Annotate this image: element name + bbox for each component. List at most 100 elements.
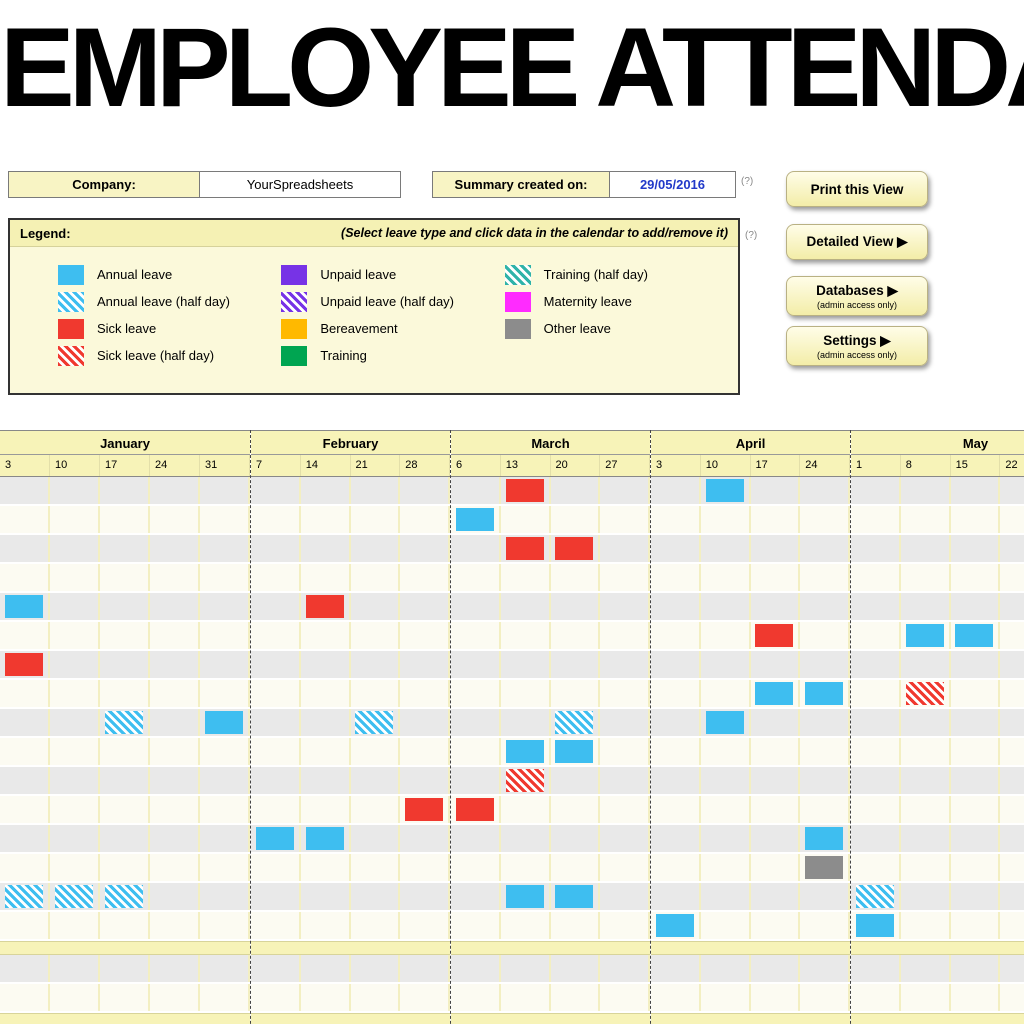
calendar-cell[interactable] xyxy=(100,955,150,982)
calendar-cell[interactable] xyxy=(1000,477,1024,504)
calendar-cell[interactable] xyxy=(651,680,701,707)
calendar-cell[interactable] xyxy=(1000,564,1024,591)
calendar-cell[interactable] xyxy=(251,854,301,881)
calendar-cell[interactable] xyxy=(701,912,751,939)
legend-item-training_half[interactable]: Training (half day) xyxy=(504,261,728,288)
calendar-cell[interactable] xyxy=(301,709,351,736)
calendar-cell[interactable] xyxy=(751,767,801,794)
calendar-cell[interactable] xyxy=(301,854,351,881)
calendar-cell[interactable] xyxy=(301,593,351,620)
calendar-cell[interactable] xyxy=(551,680,601,707)
calendar-cell[interactable] xyxy=(200,709,250,736)
calendar-cell[interactable] xyxy=(851,506,901,533)
calendar-cell[interactable] xyxy=(901,825,951,852)
calendar-cell[interactable] xyxy=(651,796,701,823)
calendar-cell[interactable] xyxy=(351,883,401,910)
calendar-cell[interactable] xyxy=(301,883,351,910)
calendar-cell[interactable] xyxy=(0,738,50,765)
leave-block-sick[interactable] xyxy=(505,479,544,502)
calendar-cell[interactable] xyxy=(701,767,751,794)
calendar-cell[interactable] xyxy=(451,767,501,794)
calendar-cell[interactable] xyxy=(150,709,200,736)
calendar-cell[interactable] xyxy=(100,912,150,939)
calendar-cell[interactable] xyxy=(351,680,401,707)
calendar-cell[interactable] xyxy=(251,912,301,939)
calendar-cell[interactable] xyxy=(451,738,501,765)
calendar-cell[interactable] xyxy=(651,506,701,533)
calendar-cell[interactable] xyxy=(351,767,401,794)
calendar-cell[interactable] xyxy=(551,535,601,562)
calendar-cell[interactable] xyxy=(851,912,901,939)
calendar-cell[interactable] xyxy=(701,796,751,823)
calendar-cell[interactable] xyxy=(651,912,701,939)
calendar-cell[interactable] xyxy=(0,535,50,562)
calendar-cell[interactable] xyxy=(301,535,351,562)
calendar-cell[interactable] xyxy=(701,955,751,982)
calendar-cell[interactable] xyxy=(400,709,450,736)
calendar-cell[interactable] xyxy=(150,767,200,794)
calendar-cell[interactable] xyxy=(400,593,450,620)
calendar-cell[interactable] xyxy=(701,825,751,852)
calendar-cell[interactable] xyxy=(851,984,901,1011)
legend-item-annual_half[interactable]: Annual leave (half day) xyxy=(58,288,281,315)
calendar-cell[interactable] xyxy=(1000,854,1024,881)
legend-item-annual[interactable]: Annual leave xyxy=(58,261,281,288)
calendar-cell[interactable] xyxy=(800,825,850,852)
calendar-cell[interactable] xyxy=(0,955,50,982)
calendar-cell[interactable] xyxy=(251,825,301,852)
calendar-cell[interactable] xyxy=(1000,984,1024,1011)
calendar-cell[interactable] xyxy=(551,796,601,823)
calendar-cell[interactable] xyxy=(150,984,200,1011)
calendar-cell[interactable] xyxy=(951,593,1001,620)
leave-block-annual[interactable] xyxy=(705,479,744,502)
calendar-cell[interactable] xyxy=(951,854,1001,881)
calendar-cell[interactable] xyxy=(501,767,551,794)
calendar-cell[interactable] xyxy=(851,535,901,562)
calendar-cell[interactable] xyxy=(851,709,901,736)
leave-block-sick_half[interactable] xyxy=(505,769,544,792)
calendar-cell[interactable] xyxy=(751,564,801,591)
leave-block-annual_half[interactable] xyxy=(55,885,93,908)
calendar-cell[interactable] xyxy=(301,622,351,649)
calendar-cell[interactable] xyxy=(0,680,50,707)
calendar-cell[interactable] xyxy=(651,825,701,852)
calendar-cell[interactable] xyxy=(301,825,351,852)
calendar-cell[interactable] xyxy=(100,506,150,533)
calendar-cell[interactable] xyxy=(651,854,701,881)
calendar-cell[interactable] xyxy=(0,912,50,939)
calendar-cell[interactable] xyxy=(800,912,850,939)
calendar-cell[interactable] xyxy=(951,535,1001,562)
leave-block-annual[interactable] xyxy=(955,624,994,647)
calendar-cell[interactable] xyxy=(50,593,100,620)
calendar-cell[interactable] xyxy=(351,738,401,765)
calendar-cell[interactable] xyxy=(0,477,50,504)
calendar-cell[interactable] xyxy=(451,506,501,533)
help-marker-date[interactable]: (?) xyxy=(741,176,754,187)
calendar-cell[interactable] xyxy=(851,593,901,620)
calendar-cell[interactable] xyxy=(901,535,951,562)
calendar-cell[interactable] xyxy=(600,912,650,939)
calendar-cell[interactable] xyxy=(600,535,650,562)
calendar-cell[interactable] xyxy=(501,680,551,707)
calendar-cell[interactable] xyxy=(451,796,501,823)
calendar-cell[interactable] xyxy=(251,564,301,591)
calendar-cell[interactable] xyxy=(251,796,301,823)
calendar-cell[interactable] xyxy=(251,477,301,504)
calendar-cell[interactable] xyxy=(551,477,601,504)
calendar-cell[interactable] xyxy=(600,883,650,910)
calendar-cell[interactable] xyxy=(351,564,401,591)
calendar-cell[interactable] xyxy=(701,680,751,707)
calendar-cell[interactable] xyxy=(751,796,801,823)
calendar-cell[interactable] xyxy=(100,564,150,591)
calendar-cell[interactable] xyxy=(600,984,650,1011)
calendar-cell[interactable] xyxy=(351,984,401,1011)
calendar-cell[interactable] xyxy=(501,955,551,982)
calendar-cell[interactable] xyxy=(851,955,901,982)
calendar-cell[interactable] xyxy=(901,883,951,910)
calendar-cell[interactable] xyxy=(50,622,100,649)
calendar-cell[interactable] xyxy=(351,477,401,504)
calendar-cell[interactable] xyxy=(1000,506,1024,533)
calendar-cell[interactable] xyxy=(100,651,150,678)
calendar-cell[interactable] xyxy=(501,651,551,678)
calendar-cell[interactable] xyxy=(901,680,951,707)
